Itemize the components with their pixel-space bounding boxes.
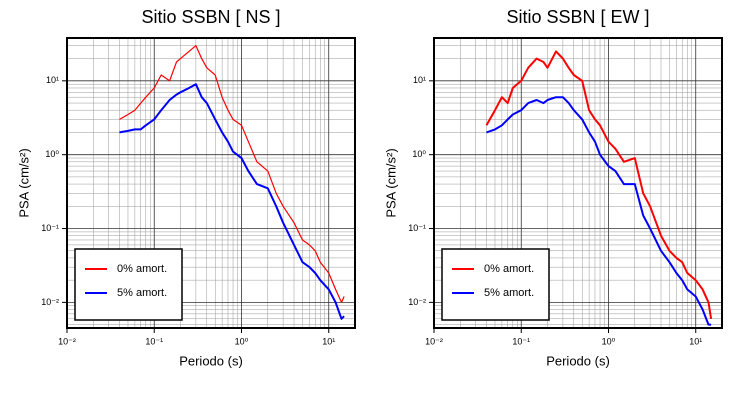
plot-frame [66,37,356,329]
legend-label: 0% amort. [117,263,167,275]
legend-label: 5% amort. [117,287,167,299]
series-line [119,45,345,303]
legend-box [74,248,183,321]
y-tick-label: 10⁰ [45,149,59,159]
series-line [486,96,712,326]
chart-title: Sitio SSBN [ EW ] [506,7,649,27]
x-tick-label: 10⁰ [235,336,249,346]
x-tick-label: 10⁻² [425,336,443,346]
x-axis-label: Periodo (s) [179,353,243,368]
series-line [485,50,713,319]
y-axis-label: PSA (cm/s²) [383,148,398,217]
series-line [119,83,345,320]
y-tick-label: 10⁻² [41,297,59,307]
y-axis-label: PSA (cm/s²) [16,148,31,217]
y-tick-label: 10⁻¹ [408,223,426,233]
x-tick-label: 10⁻¹ [145,336,163,346]
x-axis-label: Periodo (s) [546,353,610,368]
legend-box [441,248,550,321]
x-tick-label: 10⁰ [602,336,616,346]
x-tick-label: 10¹ [322,336,335,346]
x-tick-label: 10⁻¹ [512,336,530,346]
x-tick-label: 10¹ [689,336,702,346]
y-tick-label: 10⁰ [412,149,426,159]
y-tick-label: 10¹ [46,75,59,85]
legend-label: 5% amort. [484,287,534,299]
y-tick-label: 10¹ [413,75,426,85]
x-tick-label: 10⁻² [58,336,76,346]
legend-label: 0% amort. [484,263,534,275]
y-tick-label: 10⁻² [408,297,426,307]
y-tick-label: 10⁻¹ [41,223,59,233]
plot-frame [433,37,723,329]
chart-title: Sitio SSBN [ NS ] [141,7,280,27]
